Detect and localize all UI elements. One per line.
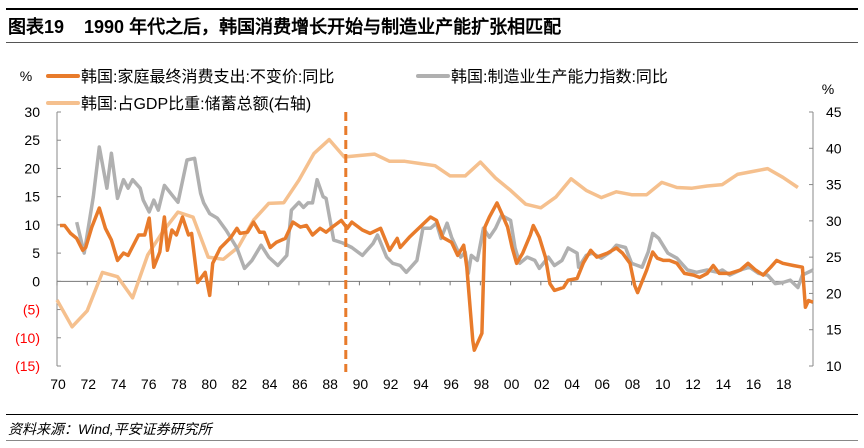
x-axis-tick-label: 84 <box>262 376 278 392</box>
x-axis-tick-label: 18 <box>776 376 792 392</box>
series-line-2 <box>55 137 799 329</box>
left-axis-tick-label: 5 <box>32 245 40 261</box>
right-axis-unit: % <box>822 81 834 97</box>
source-note: 资料来源：Wind,平安证券研究所 <box>8 421 212 437</box>
title-rule <box>6 42 858 43</box>
left-axis-tick-label: 30 <box>24 104 40 120</box>
x-axis-tick-label: 96 <box>443 376 459 392</box>
figure-title: 图表19 1990 年代之后，韩国消费增长开始与制造业产能扩张相匹配 <box>8 17 562 37</box>
x-axis-tick-label: 00 <box>504 376 520 392</box>
right-axis-tick-label: 35 <box>826 177 842 193</box>
x-axis-tick-label: 94 <box>413 376 429 392</box>
x-axis-tick-label: 78 <box>171 376 187 392</box>
right-axis-tick-label: 10 <box>826 358 842 374</box>
right-axis-tick-label: 45 <box>826 104 842 120</box>
left-axis-tick-label: (5) <box>23 302 40 318</box>
x-axis-tick-label: 08 <box>625 376 641 392</box>
x-axis-tick-label: 02 <box>534 376 550 392</box>
source-rule <box>6 414 858 415</box>
bottom-rule <box>6 440 858 441</box>
x-axis-tick-label: 88 <box>322 376 338 392</box>
x-axis-tick-label: 04 <box>564 376 580 392</box>
x-axis-tick-label: 80 <box>201 376 217 392</box>
x-axis-tick-label: 92 <box>383 376 399 392</box>
series-line-1 <box>74 145 814 290</box>
x-axis-tick-label: 76 <box>141 376 157 392</box>
right-axis-tick-label: 15 <box>826 322 842 338</box>
left-axis-tick-label: 10 <box>24 217 40 233</box>
x-axis-tick-label: 10 <box>655 376 671 392</box>
right-axis-tick-label: 40 <box>826 140 842 156</box>
left-axis-tick-label: 0 <box>32 273 40 289</box>
legend-label-1: 韩国:制造业生产能力指数:同比 <box>451 68 668 86</box>
x-axis-tick-label: 70 <box>50 376 66 392</box>
x-axis-tick-label: 74 <box>111 376 127 392</box>
left-axis-unit: % <box>20 68 32 84</box>
left-axis-tick-label: 20 <box>24 160 40 176</box>
series-line-0 <box>60 201 814 352</box>
left-axis-tick-label: 15 <box>24 189 40 205</box>
right-axis-tick-label: 25 <box>826 249 842 265</box>
x-axis-tick-label: 82 <box>232 376 248 392</box>
right-axis-tick-label: 20 <box>826 285 842 301</box>
x-axis-tick-label: 14 <box>715 376 731 392</box>
x-axis-tick-label: 86 <box>292 376 308 392</box>
left-axis-tick-label: (15) <box>15 358 40 374</box>
x-axis-tick-label: 72 <box>80 376 96 392</box>
x-axis-tick-label: 16 <box>746 376 762 392</box>
left-axis-tick-label: (10) <box>15 330 40 346</box>
left-axis-tick-label: 25 <box>24 132 40 148</box>
x-axis-tick-label: 90 <box>353 376 369 392</box>
x-axis-tick-label: 06 <box>595 376 611 392</box>
x-axis-tick-label: 12 <box>685 376 701 392</box>
legend-label-0: 韩国:家庭最终消费支出:不变价:同比 <box>81 68 334 86</box>
top-rule <box>6 8 858 10</box>
legend-label-2: 韩国:占GDP比重:储蓄总额(右轴) <box>81 95 311 113</box>
right-axis-tick-label: 30 <box>826 213 842 229</box>
x-axis-tick-label: 98 <box>474 376 490 392</box>
